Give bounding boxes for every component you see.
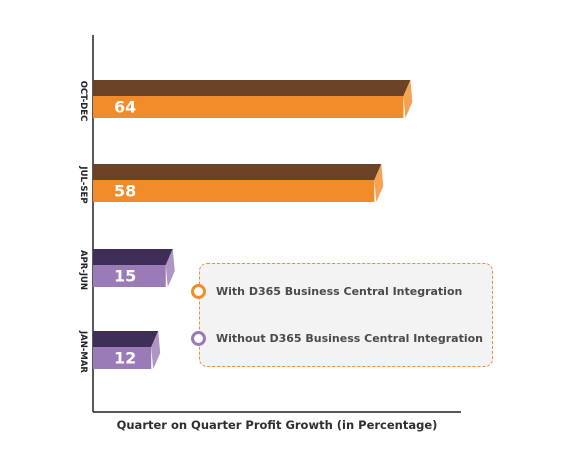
bar-oct-dec: 64 [93, 80, 413, 118]
legend-label: With D365 Business Central Integration [216, 285, 463, 298]
category-tick-label: JAN-MAR [78, 330, 88, 373]
bar-side-face [374, 164, 384, 202]
bar-side-face [151, 331, 161, 369]
legend: With D365 Business Central Integration W… [191, 263, 493, 367]
category-tick-label: APR-JUN [78, 250, 88, 290]
bar-front-face [93, 265, 166, 287]
bar-top-face [93, 249, 173, 265]
bar-side-face [403, 80, 413, 118]
category-tick-label: JUL-SEP [78, 165, 88, 203]
bar-jan-mar: 12 [93, 331, 161, 369]
bar-top-face [93, 164, 382, 180]
bar-value-label: 12 [114, 349, 136, 368]
bar-side-face [165, 249, 175, 287]
category-tick-label: OCT-DEC [78, 81, 88, 122]
bar-front-face [93, 96, 404, 118]
bar-top-face [93, 80, 411, 96]
x-axis-title: Quarter on Quarter Profit Growth (in Per… [116, 418, 438, 432]
bar-value-label: 64 [114, 98, 136, 117]
bar-jul-sep: 58 [93, 164, 384, 202]
bar-apr-jun: 15 [93, 249, 175, 287]
bar-front-face [93, 347, 152, 369]
legend-marker-orange [191, 284, 206, 299]
legend-item-without-integration: Without D365 Business Central Integratio… [191, 331, 483, 346]
bar-top-face [93, 331, 159, 347]
bar-value-label: 15 [114, 267, 136, 286]
legend-label: Without D365 Business Central Integratio… [216, 332, 483, 345]
bar-value-label: 58 [114, 182, 136, 201]
legend-item-with-integration: With D365 Business Central Integration [191, 284, 463, 299]
legend-marker-purple [191, 331, 206, 346]
bar-front-face [93, 180, 375, 202]
